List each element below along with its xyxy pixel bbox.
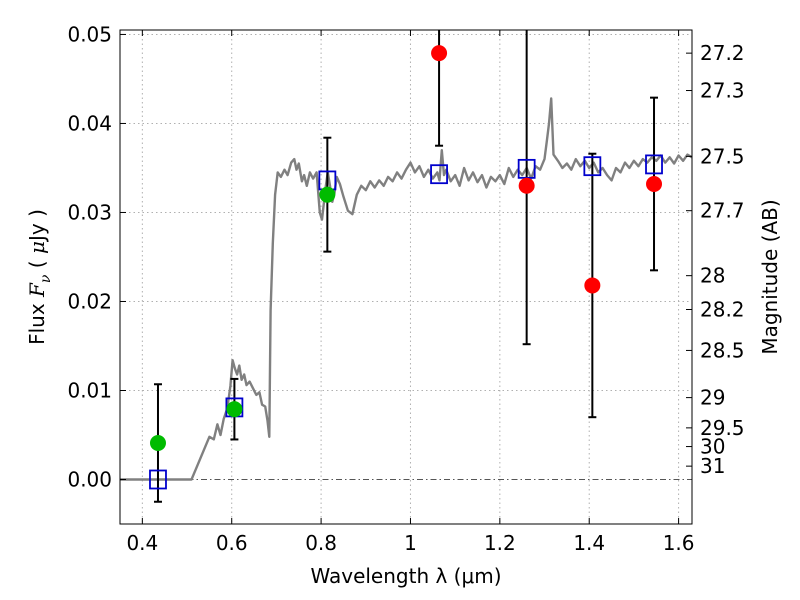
- model-flux-square: [430, 164, 448, 185]
- detection-point: [319, 186, 336, 203]
- y-axis-label-mid: (: [25, 254, 49, 275]
- model-spectrum-line: [120, 97, 693, 481]
- x-tick-label: 0.4: [126, 531, 158, 555]
- model-spectrum-layer: [120, 97, 693, 481]
- y-tick-label: 0.03: [67, 200, 112, 224]
- y-axis-label-post: Jy ): [25, 209, 49, 243]
- magnitude-axis-label: Magnitude (AB): [758, 199, 782, 354]
- detection-point: [226, 401, 243, 418]
- model-flux-square: [583, 156, 602, 177]
- y-tick-label: 0.04: [67, 111, 112, 135]
- x-tick-label: 0.6: [216, 531, 248, 555]
- y-tick-label: 0.02: [67, 289, 112, 313]
- errorbar-layer: [153, 30, 659, 503]
- magnitude-tick-label: 27.5: [700, 144, 745, 168]
- y-tick-label: 0.01: [67, 378, 112, 402]
- model-flux-square: [149, 469, 167, 490]
- magnitude-tick-label: 28.2: [700, 297, 745, 321]
- y-axis-label-nu: ν: [38, 274, 54, 283]
- y-tick-label: 0.05: [67, 22, 112, 46]
- magnitude-tick-label: 28.5: [700, 338, 745, 362]
- y-axis-label-pre: Flux: [25, 297, 49, 345]
- x-tick-label: 1.6: [663, 531, 695, 555]
- photometry-point: [584, 277, 601, 294]
- x-tick-label: 1.2: [484, 531, 516, 555]
- magnitude-tick-label: 27.3: [700, 79, 745, 103]
- y-tick-label: 0.00: [67, 467, 112, 491]
- model-flux-square: [645, 154, 663, 175]
- photometry-point: [431, 45, 448, 62]
- magnitude-tick-label: 27.2: [700, 41, 745, 65]
- photometry-point: [646, 175, 663, 192]
- magnitude-tick-label: 30: [700, 435, 725, 459]
- x-tick-label: 1: [404, 531, 417, 555]
- magnitude-tick-label: 29: [700, 386, 725, 410]
- magnitude-tick-label: 29.5: [700, 416, 745, 440]
- plot-frame: [119, 29, 693, 525]
- x-tick-label: 0.8: [305, 531, 337, 555]
- y-axis-label-mu: μ: [25, 241, 49, 254]
- y-axis-label: Flux Fν ( μJy ): [25, 209, 54, 345]
- grid-layer: [120, 30, 692, 524]
- magnitude-tick-label: 28: [700, 264, 725, 288]
- data-point-layer: [149, 45, 663, 490]
- magnitude-tick-label: 27.7: [700, 199, 745, 223]
- x-tick-label: 1.4: [573, 531, 605, 555]
- photometry-point: [518, 177, 535, 194]
- x-axis-label: Wavelength λ (μm): [310, 564, 501, 588]
- detection-point: [149, 435, 166, 452]
- y-axis-label-f: F: [25, 282, 49, 298]
- magnitude-tick-label: 31: [700, 454, 725, 478]
- tick-layer: 0.4 0.6 0.8 1 1.2 1.4 1.6 0.00 0.01 0.02 0.03 0.04 0…: [67, 22, 744, 555]
